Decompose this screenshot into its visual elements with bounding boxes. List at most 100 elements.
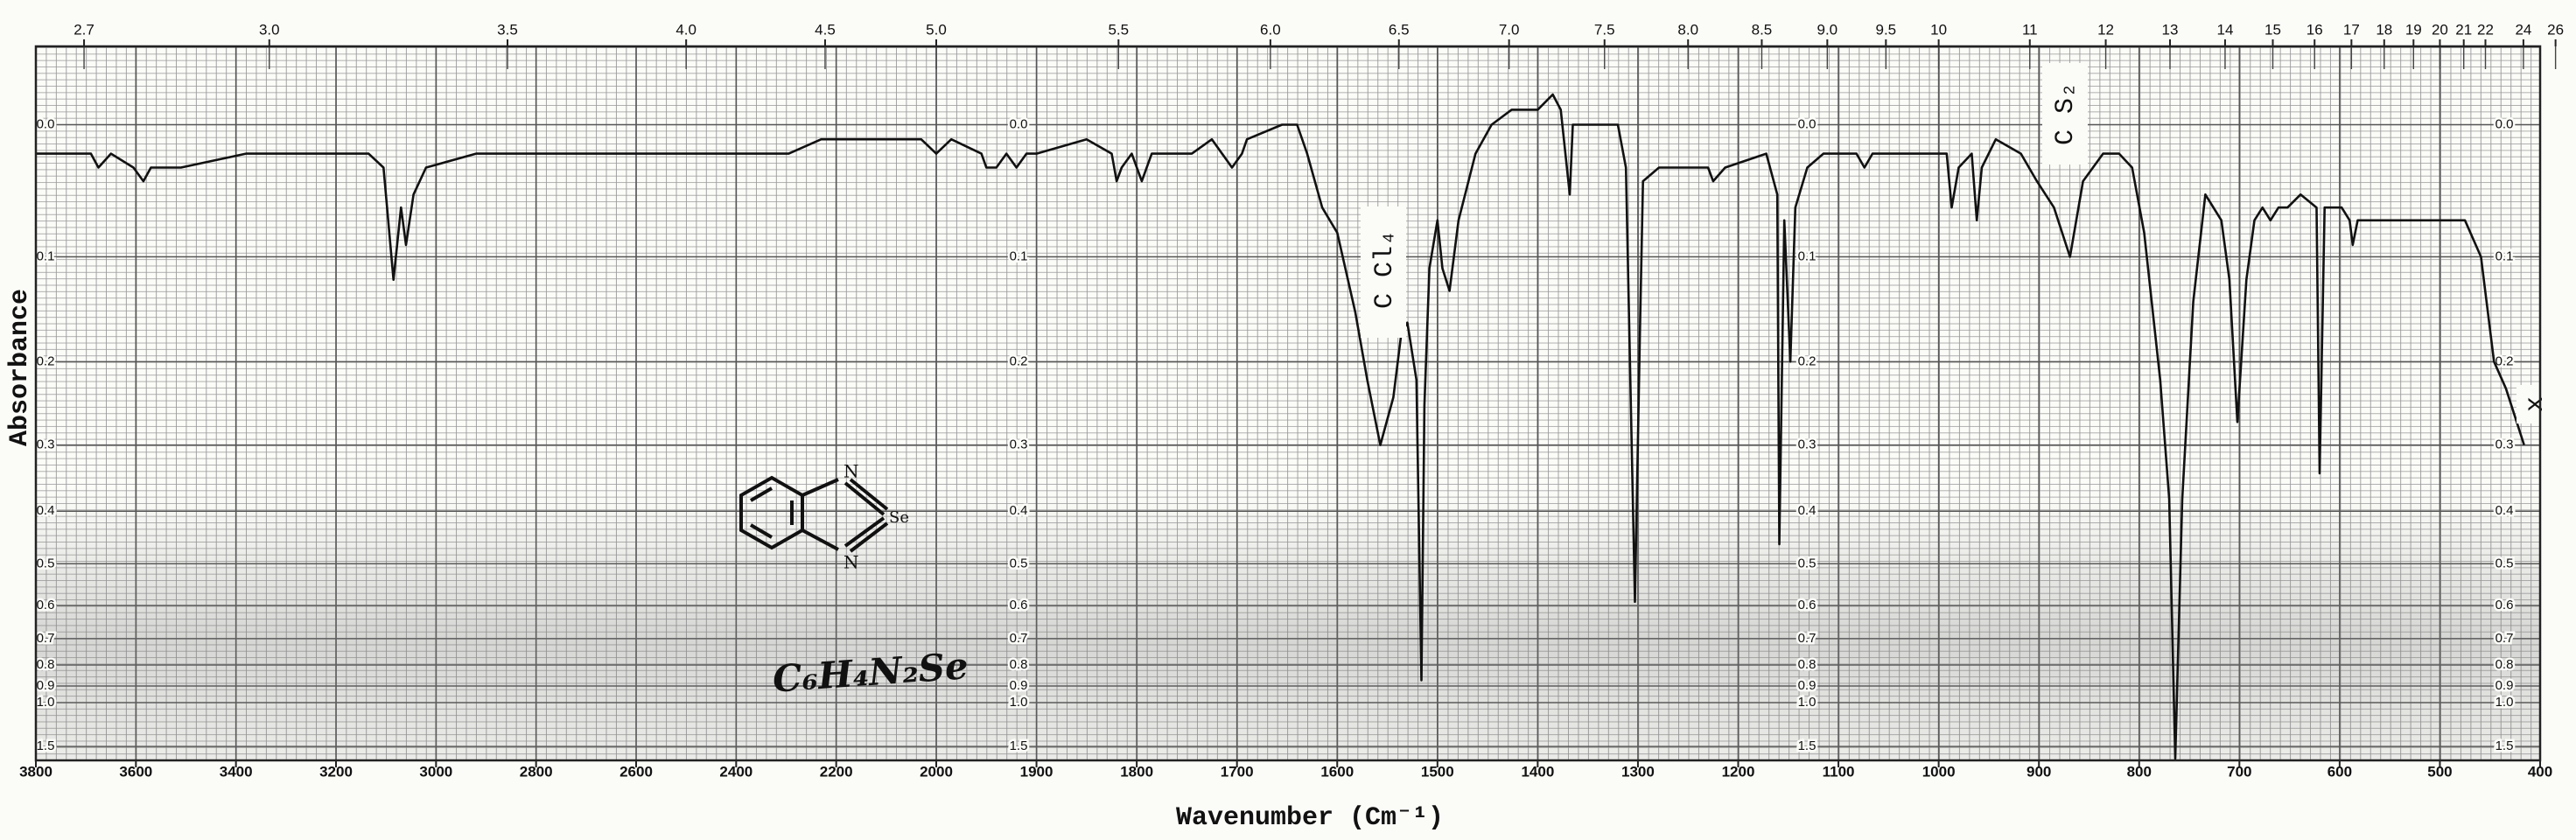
spectrum-line xyxy=(36,93,2525,760)
y-tick-label: 0.8 xyxy=(37,657,55,672)
y-tick-label: 0.3 xyxy=(1798,438,1816,452)
x2-tick-label: 9.0 xyxy=(1817,21,1838,38)
x2-tick-label: 8.5 xyxy=(1752,21,1773,38)
y-tick-label: 0.9 xyxy=(2496,678,2514,693)
y-tick-label: 0.5 xyxy=(37,556,55,570)
plot-frame xyxy=(34,45,2542,762)
annotation: C S₂ xyxy=(2051,82,2081,145)
y-tick-label: 0.0 xyxy=(1798,117,1816,132)
annotation-box xyxy=(2516,385,2552,424)
x2-tick-label: 5.0 xyxy=(926,21,947,38)
y-tick-label: 0.6 xyxy=(2496,598,2514,612)
y-tick-label: 0.9 xyxy=(1798,678,1816,693)
y-tick-label: 0.0 xyxy=(2496,117,2514,132)
y-tick-label: 1.5 xyxy=(2496,738,2514,753)
y-tick-label: 0.4 xyxy=(37,503,55,518)
x2-tick-label: 26 xyxy=(2547,21,2564,38)
x2-tick-label: 6.0 xyxy=(1260,21,1281,38)
x-tick-label: 1800 xyxy=(1120,763,1153,780)
y-tick-label: 0.8 xyxy=(2496,657,2514,672)
y-tick-label: 0.3 xyxy=(37,438,55,452)
x-tick-label: 2400 xyxy=(719,763,752,780)
x2-tick-label: 24 xyxy=(2515,21,2531,38)
x-tick-label: 3600 xyxy=(119,763,152,780)
x2-tick-label: 3.5 xyxy=(497,21,518,38)
y-tick-label: 0.5 xyxy=(2496,556,2514,570)
y-tick-label: 0.1 xyxy=(2496,248,2514,263)
y-tick-label: 0.1 xyxy=(1010,248,1028,263)
y-tick-label: 0.7 xyxy=(1798,631,1816,646)
x2-tick-label: 5.5 xyxy=(1108,21,1129,38)
y-tick-label: 0.3 xyxy=(2496,438,2514,452)
x-tick-label: 3800 xyxy=(19,763,52,780)
y-tick-label: 1.5 xyxy=(37,738,55,753)
y-tick-label: 1.0 xyxy=(37,695,55,710)
x-tick-label: 1000 xyxy=(1922,763,1956,780)
y-tick-label: 0.5 xyxy=(1010,556,1028,570)
y-tick-label: 1.0 xyxy=(2496,695,2514,710)
annotation: x xyxy=(2521,396,2551,412)
y-tick-label: 0.5 xyxy=(1798,556,1816,570)
svg-text:Se: Se xyxy=(889,508,909,527)
y-tick-label: 0.9 xyxy=(37,678,55,693)
y-tick-label: 0.7 xyxy=(37,631,55,646)
x2-tick-label: 7.5 xyxy=(1594,21,1615,38)
x2-tick-label: 19 xyxy=(2405,21,2422,38)
x-tick-label: 1100 xyxy=(1823,763,1855,780)
x-tick-label: 1900 xyxy=(1020,763,1054,780)
y-tick-label: 0.7 xyxy=(2496,631,2514,646)
y-tick-label: 0.2 xyxy=(37,354,55,368)
x-tick-label: 800 xyxy=(2127,763,2152,780)
y-tick-label: 0.2 xyxy=(1798,354,1816,368)
y-tick-label: 0.6 xyxy=(37,598,55,612)
x-tick-label: 2600 xyxy=(620,763,653,780)
y-tick-label: 1.0 xyxy=(1010,695,1028,710)
x2-tick-label: 9.5 xyxy=(1876,21,1897,38)
y-tick-label: 0.4 xyxy=(1798,503,1816,518)
marks-layer: 3800 3600 3400 3200 3000 2800 2600 2400 2200 2000… xyxy=(19,21,2564,780)
y-tick-label: 0.4 xyxy=(2496,503,2514,518)
y-tick-label: 0.9 xyxy=(1010,678,1028,693)
x-tick-label: 700 xyxy=(2227,763,2251,780)
y-tick-label: 0.3 xyxy=(1010,438,1028,452)
y-axis-label: Absorbance xyxy=(5,289,35,446)
y-tick-label: 0.2 xyxy=(1010,354,1028,368)
x2-tick-label: 13 xyxy=(2162,21,2179,38)
x-tick-label: 3200 xyxy=(319,763,353,780)
x-tick-label: 1400 xyxy=(1521,763,1554,780)
x2-tick-label: 4.5 xyxy=(815,21,836,38)
x-tick-label: 1700 xyxy=(1221,763,1254,780)
y-tick-label: 0.8 xyxy=(1010,657,1028,672)
y-tick-label: 1.5 xyxy=(1010,738,1028,753)
x-tick-label: 600 xyxy=(2328,763,2352,780)
y-tick-label: 0.0 xyxy=(37,117,55,132)
x2-tick-label: 10 xyxy=(1930,21,1947,38)
y-tick-label: 0.1 xyxy=(1798,248,1816,263)
x-tick-label: 1600 xyxy=(1320,763,1354,780)
scan-shade xyxy=(36,490,2540,760)
annotation-box xyxy=(2042,63,2088,164)
x2-tick-label: 4.0 xyxy=(676,21,696,38)
x2-tick-label: 11 xyxy=(2022,21,2038,38)
x-tick-label: 500 xyxy=(2427,763,2452,780)
y-tick-label: 0.7 xyxy=(1010,631,1028,646)
x2-tick-label: 16 xyxy=(2306,21,2323,38)
x2-tick-label: 18 xyxy=(2376,21,2392,38)
x2-tick-label: 21 xyxy=(2455,21,2472,38)
svg-text:N: N xyxy=(844,552,859,573)
annotation: C Cl₄ xyxy=(1370,230,1400,309)
x2-tick-label: 8.0 xyxy=(1677,21,1698,38)
x2-tick-label: 3.0 xyxy=(259,21,280,38)
x-axis-label: Wavenumber (Cm⁻¹) xyxy=(1176,803,1444,833)
x2-tick-label: 20 xyxy=(2432,21,2448,38)
x2-tick-label: 7.0 xyxy=(1499,21,1520,38)
y-tick-label: 0.6 xyxy=(1798,598,1816,612)
x2-tick-label: 12 xyxy=(2097,21,2114,38)
annotation-box xyxy=(1361,206,1406,338)
y-tick-label: 0.1 xyxy=(37,248,55,263)
x-tick-label: 400 xyxy=(2528,763,2552,780)
x2-tick-label: 6.5 xyxy=(1389,21,1410,38)
x-tick-label: 1500 xyxy=(1421,763,1454,780)
y-tick-label: 0.6 xyxy=(1010,598,1028,612)
